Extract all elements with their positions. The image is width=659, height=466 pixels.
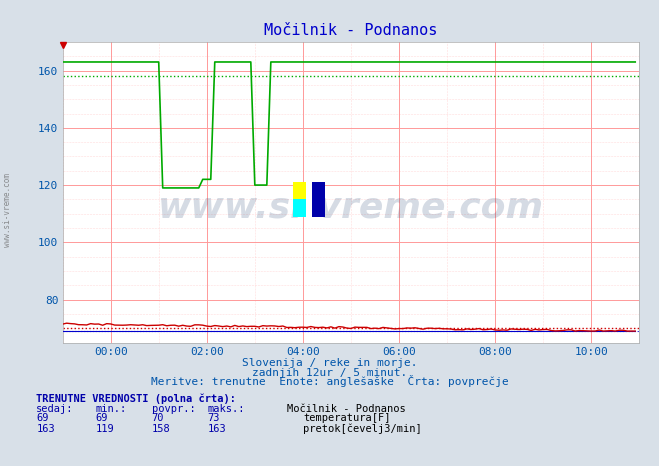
Polygon shape [306,182,312,217]
Text: sedaj:: sedaj: [36,404,74,414]
Text: 163: 163 [208,424,226,433]
Text: povpr.:: povpr.: [152,404,195,414]
Text: Močilnik - Podnanos: Močilnik - Podnanos [287,404,405,414]
Text: 158: 158 [152,424,170,433]
Text: www.si-vreme.com: www.si-vreme.com [158,190,544,224]
Text: min.:: min.: [96,404,127,414]
Text: 73: 73 [208,413,220,423]
Text: 69: 69 [36,413,49,423]
Bar [309,182,325,217]
Text: www.si-vreme.com: www.si-vreme.com [3,173,13,247]
Text: Meritve: trenutne  Enote: anglešaške  Črta: povprečje: Meritve: trenutne Enote: anglešaške Črta… [151,376,508,387]
Text: 119: 119 [96,424,114,433]
Text: 70: 70 [152,413,164,423]
Title: Močilnik - Podnanos: Močilnik - Podnanos [264,23,438,38]
Bar [293,182,309,199]
Text: zadnjih 12ur / 5 minut.: zadnjih 12ur / 5 minut. [252,368,407,377]
Text: pretok[čevelj3/min]: pretok[čevelj3/min] [303,423,422,433]
Text: TRENUTNE VREDNOSTI (polna črta):: TRENUTNE VREDNOSTI (polna črta): [36,393,236,404]
Text: Slovenija / reke in morje.: Slovenija / reke in morje. [242,358,417,368]
Bar [293,199,309,217]
Text: maks.:: maks.: [208,404,245,414]
Text: temperatura[F]: temperatura[F] [303,413,391,423]
Text: 163: 163 [36,424,55,433]
Text: 69: 69 [96,413,108,423]
